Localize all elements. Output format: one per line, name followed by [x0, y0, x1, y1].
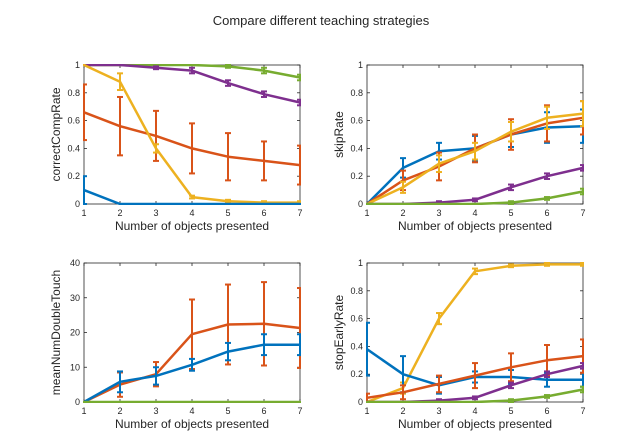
x-tick-label: 7 — [580, 406, 585, 416]
y-tick-label: 0 — [75, 199, 80, 209]
y-tick-label: 0.2 — [67, 171, 80, 181]
y-tick-label: 0.6 — [350, 116, 363, 126]
y-axis-label: skipRate — [332, 111, 346, 158]
x-tick-label: 3 — [436, 406, 441, 416]
y-tick-label: 40 — [70, 258, 80, 268]
x-tick-label: 7 — [580, 208, 585, 218]
x-tick-label: 6 — [261, 208, 266, 218]
x-tick-label: 1 — [364, 406, 369, 416]
y-tick-label: 0 — [75, 397, 80, 407]
y-tick-label: 20 — [70, 328, 80, 338]
series-4 — [83, 175, 301, 205]
y-tick-label: 0.6 — [350, 314, 363, 324]
x-tick-label: 1 — [364, 208, 369, 218]
y-tick-label: 0.8 — [350, 286, 363, 296]
x-tick-label: 3 — [153, 406, 158, 416]
chart-panel-skipRate: 1 2 3 4 5 6 7 0 0.2 0.4 0.6 0.8 1 Number of objects p… — [332, 60, 586, 233]
x-axis-label: Number of objects presented — [115, 219, 269, 233]
y-tick-label: 0.4 — [350, 341, 363, 351]
plot-area — [83, 64, 301, 205]
y-axis-label: meanNumDoubleTouch — [49, 270, 63, 395]
series-4 — [366, 385, 584, 403]
plot-area — [366, 262, 584, 403]
y-tick-label: 0.6 — [67, 116, 80, 126]
chart-panel-meanNumDoubleTouch: 1 2 3 4 5 6 7 0 10 20 30 40 Number of objects presen… — [49, 258, 303, 431]
plot-area — [83, 281, 301, 403]
y-tick-label: 1 — [358, 60, 363, 70]
x-tick-label: 4 — [189, 208, 194, 218]
y-tick-label: 1 — [358, 258, 363, 268]
figure-title: Compare different teaching strategies — [213, 13, 430, 28]
x-tick-label: 7 — [297, 406, 302, 416]
y-tick-label: 0.2 — [350, 171, 363, 181]
series-4 — [366, 187, 584, 205]
x-tick-label: 5 — [508, 208, 513, 218]
x-tick-label: 2 — [400, 406, 405, 416]
y-tick-label: 0 — [358, 397, 363, 407]
plot-area — [366, 100, 584, 205]
x-tick-label: 5 — [508, 406, 513, 416]
x-tick-label: 3 — [153, 208, 158, 218]
y-tick-label: 0.4 — [67, 143, 80, 153]
x-tick-label: 6 — [544, 208, 549, 218]
y-axis-label: stopEarlyRate — [332, 294, 346, 370]
y-tick-label: 0.8 — [67, 88, 80, 98]
chart-panel-stopEarlyRate: 1 2 3 4 5 6 7 0 0.2 0.4 0.6 0.8 1 Number of objects p… — [332, 258, 586, 431]
x-tick-label: 2 — [117, 406, 122, 416]
x-tick-label: 2 — [400, 208, 405, 218]
x-tick-label: 5 — [225, 208, 230, 218]
y-tick-label: 30 — [70, 293, 80, 303]
x-tick-label: 2 — [117, 208, 122, 218]
x-axis-label: Number of objects presented — [398, 219, 552, 233]
x-tick-label: 6 — [261, 406, 266, 416]
series-2 — [366, 100, 584, 205]
series-1 — [83, 333, 301, 403]
x-tick-label: 7 — [297, 208, 302, 218]
y-tick-label: 1 — [75, 60, 80, 70]
y-tick-label: 0 — [358, 199, 363, 209]
series-2 — [83, 83, 301, 186]
x-axis-label: Number of objects presented — [398, 417, 552, 431]
x-axis-label: Number of objects presented — [115, 417, 269, 431]
x-tick-label: 5 — [225, 406, 230, 416]
y-axis-label: correctCompRate — [49, 87, 63, 181]
y-tick-label: 0.4 — [350, 143, 363, 153]
x-tick-label: 4 — [472, 208, 477, 218]
x-tick-label: 1 — [81, 208, 86, 218]
x-tick-label: 4 — [472, 406, 477, 416]
series-1 — [83, 64, 301, 107]
y-tick-label: 10 — [70, 362, 80, 372]
x-tick-label: 3 — [436, 208, 441, 218]
y-tick-label: 0.2 — [350, 369, 363, 379]
x-tick-label: 1 — [81, 406, 86, 416]
chart-panel-correctCompRate: 1 2 3 4 5 6 7 0 0.2 0.4 0.6 0.8 1 Number of objects p… — [49, 60, 303, 233]
series-line — [83, 188, 301, 205]
x-tick-label: 6 — [544, 406, 549, 416]
x-tick-label: 4 — [189, 406, 194, 416]
y-tick-label: 0.8 — [350, 88, 363, 98]
